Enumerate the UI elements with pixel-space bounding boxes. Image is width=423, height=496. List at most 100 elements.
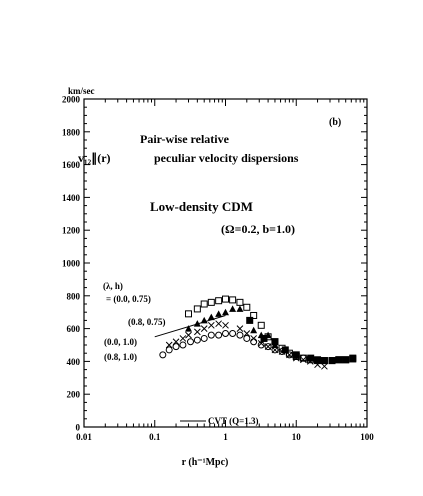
point-open-square bbox=[193, 305, 201, 313]
y-tick-label: 1600 bbox=[62, 160, 81, 170]
x-tick-label: 100 bbox=[360, 432, 374, 442]
point-cross bbox=[179, 335, 187, 342]
model-line-1: Low-density CDM bbox=[150, 199, 253, 214]
y-tick-label: 2000 bbox=[62, 95, 81, 105]
plot-border bbox=[83, 98, 368, 428]
title-line-2-text: peculiar velocity dispersions bbox=[154, 151, 299, 165]
y-tick-label: 1400 bbox=[62, 193, 81, 203]
point-open-circle bbox=[271, 346, 279, 354]
panel-label: (b) bbox=[329, 117, 341, 128]
axis-ticks: 0 200 400 600 800 1000 1200 1400 1600 1800 2000 0.0… bbox=[62, 95, 374, 443]
point-filled-triangle bbox=[215, 310, 223, 317]
point-filled-triangle bbox=[250, 326, 258, 334]
y-tick-label: 1800 bbox=[62, 127, 81, 137]
point-cross bbox=[243, 330, 251, 337]
series-label-1: (0.8, 0.75) bbox=[128, 317, 166, 327]
point-open-circle bbox=[243, 334, 251, 342]
y-unit-label: km/sec bbox=[68, 86, 95, 96]
point-open-circle bbox=[264, 343, 272, 351]
point-cross bbox=[172, 338, 180, 346]
series-label-2: (0.0, 1.0) bbox=[104, 337, 137, 347]
point-open-circle bbox=[172, 343, 180, 351]
point-open-square bbox=[185, 310, 193, 318]
cvt-legend-label: CVT (Q=1.3) bbox=[208, 416, 258, 426]
point-filled-square bbox=[314, 356, 322, 364]
point-filled-square bbox=[320, 357, 328, 365]
x-tick-label: 0.01 bbox=[76, 432, 92, 442]
point-open-circle bbox=[285, 351, 293, 359]
point-filled-square bbox=[307, 354, 315, 362]
point-cross bbox=[193, 328, 201, 336]
series-label-0: = (0.0, 0.75) bbox=[106, 294, 151, 304]
point-filled-square bbox=[281, 346, 289, 354]
model-line-2: (Ω=0.2, b=1.0) bbox=[221, 222, 295, 236]
point-filled-triangle bbox=[185, 325, 193, 332]
x-axis-label: r (h⁻¹Mpc) bbox=[182, 457, 229, 468]
point-open-square bbox=[215, 297, 223, 305]
point-open-circle bbox=[250, 338, 258, 346]
point-open-square bbox=[229, 296, 237, 304]
point-open-square bbox=[243, 303, 251, 311]
point-open-circle bbox=[207, 331, 215, 339]
point-open-circle bbox=[222, 330, 229, 338]
x-tick-label: 1 bbox=[223, 432, 228, 442]
point-filled-square bbox=[292, 351, 300, 359]
legend-header: (λ, h) bbox=[103, 281, 123, 291]
point-open-circle bbox=[257, 341, 265, 349]
point-open-square bbox=[207, 298, 215, 306]
point-filled-triangle bbox=[229, 305, 237, 312]
y-tick-label: 800 bbox=[67, 291, 81, 301]
point-open-circle bbox=[200, 334, 208, 342]
y-tick-label: 600 bbox=[67, 324, 81, 334]
point-filled-square bbox=[328, 357, 336, 365]
point-filled-square bbox=[342, 356, 350, 364]
point-open-circle bbox=[159, 351, 167, 359]
point-open-circle bbox=[236, 331, 244, 339]
point-cross bbox=[185, 331, 192, 339]
y-tick-label: 200 bbox=[67, 390, 81, 400]
point-open-circle bbox=[186, 338, 194, 346]
point-cross bbox=[165, 341, 173, 349]
point-filled-square bbox=[246, 316, 254, 324]
point-filled-square bbox=[260, 334, 268, 342]
x-tick-label: 10 bbox=[292, 432, 302, 442]
point-open-circle bbox=[215, 331, 223, 339]
point-filled-triangle bbox=[236, 305, 244, 312]
point-filled-square bbox=[335, 356, 343, 364]
point-cross bbox=[222, 321, 229, 329]
point-cross bbox=[236, 325, 244, 332]
y-tick-label: 1000 bbox=[62, 259, 81, 269]
point-open-square bbox=[222, 295, 229, 303]
point-cross bbox=[299, 356, 307, 364]
point-cross bbox=[215, 320, 222, 328]
point-filled-triangle bbox=[222, 308, 229, 316]
point-filled-triangle bbox=[207, 313, 215, 321]
title-line-2-symbol: v₁₂∥(r) bbox=[78, 151, 111, 165]
point-open-circle bbox=[179, 341, 187, 349]
point-filled-square bbox=[349, 354, 357, 362]
data-points bbox=[154, 295, 357, 370]
point-cross bbox=[207, 321, 215, 329]
series-label-3: (0.8, 1.0) bbox=[104, 352, 137, 362]
point-open-circle bbox=[229, 330, 237, 338]
point-cross bbox=[200, 325, 208, 332]
title-line-1: Pair-wise relative bbox=[140, 132, 230, 146]
point-open-square bbox=[250, 311, 258, 319]
point-open-square bbox=[257, 321, 265, 329]
point-cross bbox=[321, 362, 328, 370]
point-open-square bbox=[236, 298, 244, 306]
point-filled-triangle bbox=[193, 320, 201, 327]
plot-frame bbox=[83, 98, 368, 428]
y-tick-label: 400 bbox=[67, 357, 81, 367]
point-filled-square bbox=[271, 338, 279, 346]
x-tick-label: 0.1 bbox=[149, 432, 161, 442]
point-open-circle bbox=[299, 354, 307, 362]
point-filled-triangle bbox=[200, 316, 208, 324]
y-tick-label: 0 bbox=[76, 423, 81, 433]
y-tick-label: 1200 bbox=[62, 226, 81, 236]
point-open-square bbox=[200, 300, 208, 308]
point-open-circle bbox=[165, 346, 173, 354]
point-open-circle bbox=[193, 336, 201, 344]
